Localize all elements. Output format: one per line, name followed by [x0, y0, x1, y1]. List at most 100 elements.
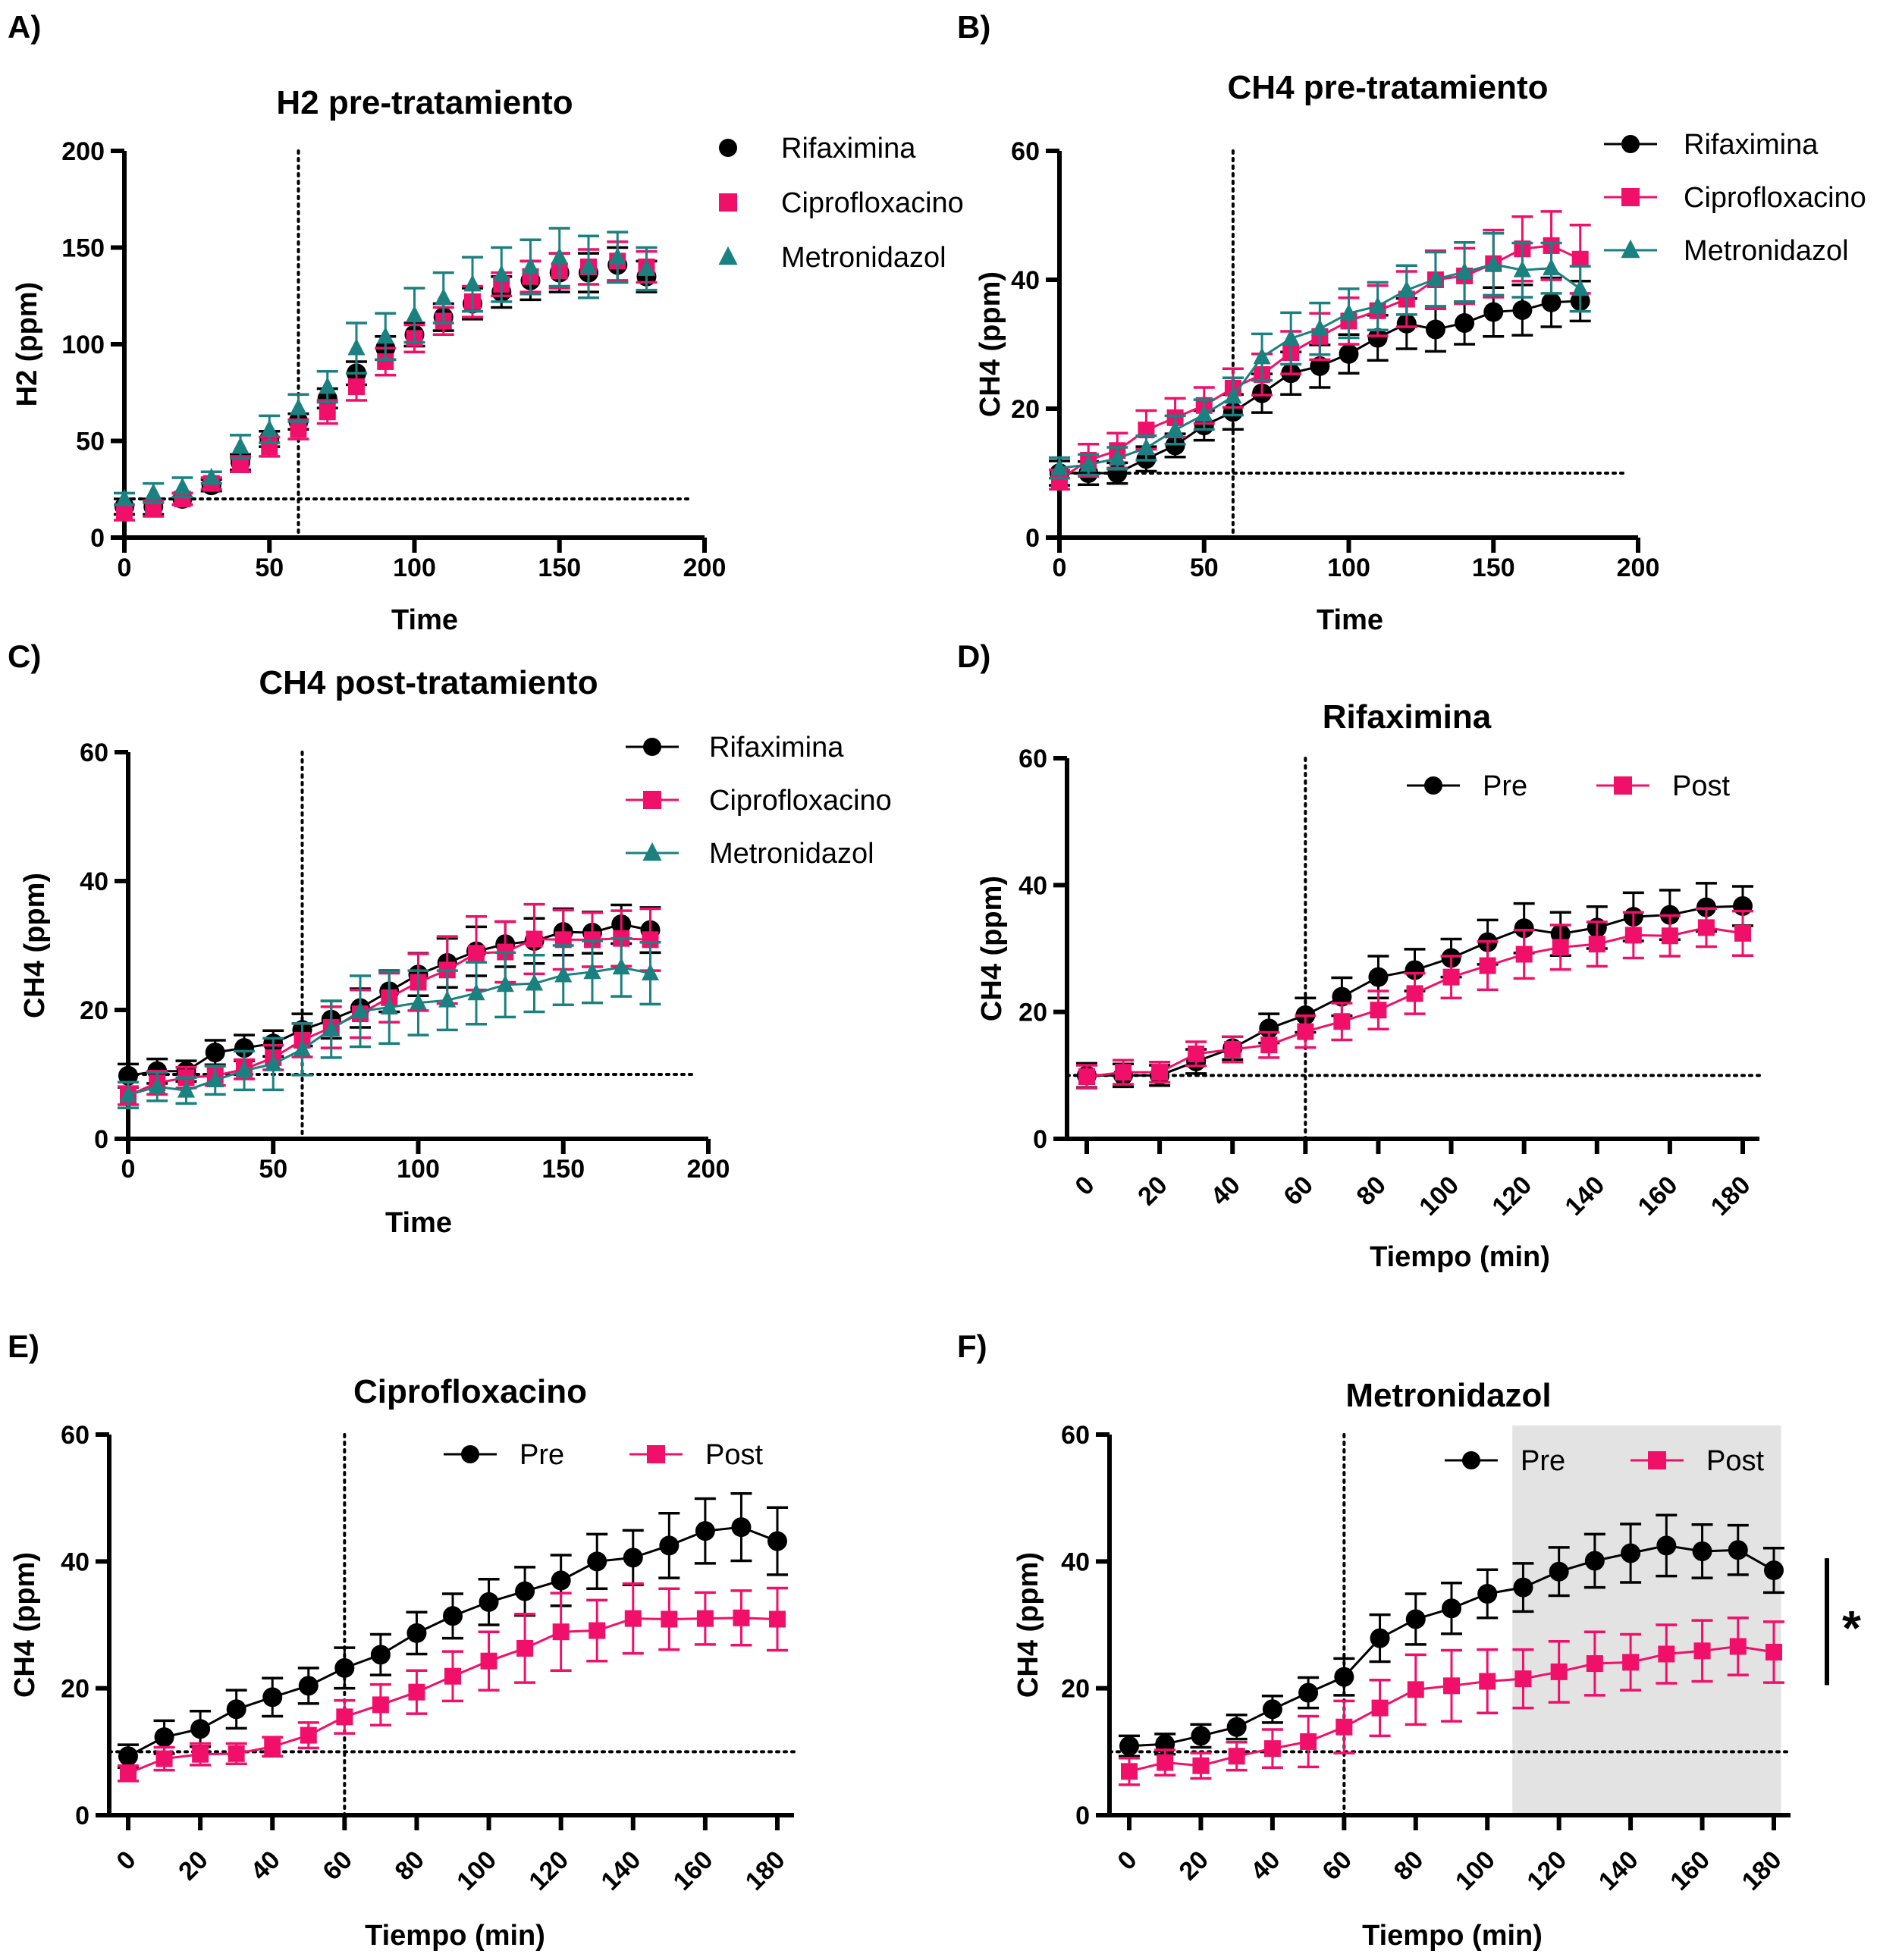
data-point: [154, 1727, 174, 1748]
x-tick-label: 0: [118, 554, 132, 582]
data-point: [696, 1610, 714, 1627]
data-point: [144, 483, 162, 500]
data-point: [319, 377, 337, 394]
legend-marker-square: [647, 1445, 665, 1463]
y-tick-label: 50: [76, 428, 105, 456]
data-point: [1552, 939, 1569, 956]
data-point: [408, 1683, 425, 1701]
data-point: [695, 1521, 715, 1541]
data-point: [516, 1639, 534, 1657]
legend-label: Metronidazol: [709, 838, 874, 870]
data-point: [1571, 278, 1590, 296]
data-point: [234, 1038, 254, 1058]
data-point: [435, 287, 453, 306]
legend-marker-circle: [1424, 776, 1442, 795]
data-point: [116, 503, 133, 521]
data-point: [1513, 1577, 1533, 1598]
y-tick-label: 40: [1018, 871, 1047, 900]
legend-label: Rifaximina: [709, 732, 844, 764]
data-point: [612, 957, 630, 975]
data-point: [231, 437, 250, 454]
y-tick-label: 0: [90, 524, 105, 553]
x-tick-label: 140: [595, 1846, 646, 1896]
data-point: [443, 1606, 463, 1626]
data-point: [1339, 303, 1358, 321]
data-point: [579, 257, 598, 274]
x-axis-label: Tiempo (min): [1362, 1920, 1543, 1952]
x-tick-label: 100: [1414, 1171, 1464, 1221]
x-tick-label: 60: [1317, 1846, 1357, 1886]
data-point: [659, 1535, 680, 1556]
data-point: [1442, 1598, 1461, 1619]
data-point: [351, 1001, 369, 1019]
data-point: [380, 997, 398, 1015]
series-metronidazol: [1049, 232, 1591, 480]
data-point: [1477, 1584, 1498, 1604]
y-tick-label: 20: [1018, 999, 1047, 1027]
x-tick-label: 100: [1450, 1846, 1501, 1896]
data-point: [1226, 1717, 1247, 1737]
data-point: [1050, 458, 1069, 475]
data-point: [480, 1652, 497, 1670]
data-point: [1622, 1654, 1640, 1671]
legend: Rifaximina Ciprofloxacino Metronidazol: [718, 133, 964, 274]
data-point: [492, 265, 510, 282]
data-point: [468, 945, 485, 962]
data-point: [118, 1065, 138, 1086]
data-point: [409, 993, 428, 1011]
data-point: [521, 257, 540, 274]
legend-marker-square: [1648, 1451, 1666, 1469]
legend-marker-triangle: [642, 842, 662, 861]
legend-label: Pre: [1483, 770, 1527, 802]
legend-marker-square: [643, 791, 661, 809]
data-point: [551, 247, 569, 265]
data-point: [438, 990, 457, 1008]
y-tick-label: 60: [1011, 137, 1040, 166]
y-tick-label: 0: [1025, 524, 1040, 553]
data-point: [526, 930, 543, 948]
x-tick-label: 50: [1190, 554, 1219, 582]
data-point: [1195, 404, 1213, 422]
x-tick-label: 100: [393, 554, 436, 582]
data-point: [1405, 1609, 1426, 1629]
data-point: [1729, 1638, 1747, 1655]
series-metronidazol: [118, 936, 661, 1109]
panel-label: F): [957, 1328, 987, 1364]
data-point: [769, 1610, 786, 1628]
legend-marker-square: [719, 193, 737, 212]
data-point: [1405, 960, 1425, 980]
y-tick-label: 60: [61, 1421, 89, 1450]
data-point: [1398, 280, 1416, 298]
data-point: [1310, 356, 1330, 376]
series-post: [1119, 1617, 1784, 1786]
legend-marker-triangle: [718, 246, 738, 265]
data-point: [262, 1687, 283, 1708]
y-tick-label: 20: [1061, 1675, 1090, 1704]
legend-label: Pre: [1521, 1445, 1565, 1477]
data-point: [190, 1719, 211, 1739]
data-point: [1079, 454, 1097, 472]
data-point: [173, 477, 192, 495]
chart-title: H2 pre-tratamiento: [276, 84, 573, 121]
data-point: [1138, 422, 1155, 439]
series-ciprofloxacino: [114, 240, 658, 522]
x-tick-label: 80: [1389, 1846, 1430, 1886]
data-point: [552, 1623, 570, 1641]
panel-label: E): [8, 1328, 39, 1364]
legend-marker-square: [1614, 776, 1632, 795]
data-point: [624, 1610, 642, 1627]
y-axis-label: CH4 (ppm): [19, 873, 51, 1018]
data-point: [260, 419, 278, 437]
series-pre: [1119, 1513, 1784, 1758]
data-point: [177, 1080, 196, 1098]
data-point: [406, 1623, 427, 1643]
data-point: [264, 1054, 282, 1071]
legend-label: Post: [1706, 1445, 1764, 1477]
legend: Pre Post: [1445, 1445, 1764, 1477]
data-point: [1765, 1643, 1782, 1661]
data-point: [148, 1077, 166, 1094]
x-tick-label: 200: [683, 554, 727, 582]
y-tick-label: 40: [61, 1548, 89, 1576]
data-point: [551, 1570, 571, 1591]
data-point: [370, 1645, 391, 1665]
